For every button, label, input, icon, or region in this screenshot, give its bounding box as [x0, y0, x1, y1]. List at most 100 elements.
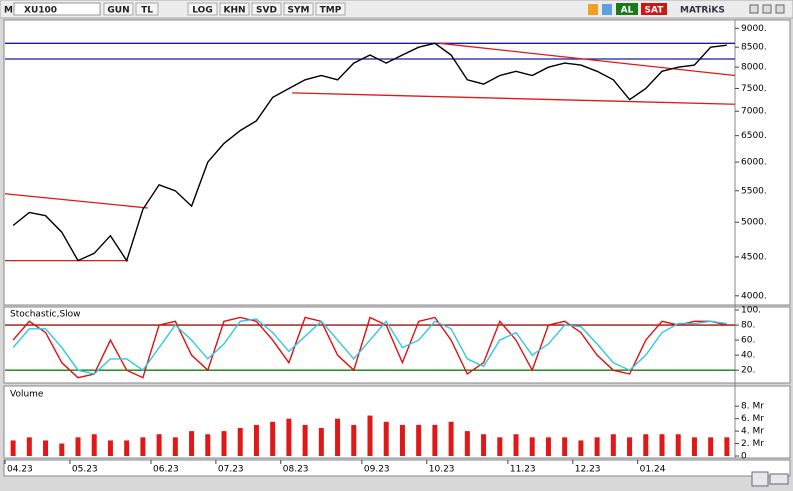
- toolbar-button[interactable]: [187, 2, 218, 16]
- toolbar-button-label[interactable]: KHN: [223, 6, 245, 16]
- volume-bar: [59, 443, 65, 456]
- x-tick-label: 11.23: [510, 465, 536, 475]
- symbol[interactable]: XU100: [24, 6, 57, 16]
- volume-bar: [189, 431, 195, 456]
- x-tick-label: 01.24: [640, 465, 666, 475]
- toolbar-button-label[interactable]: LOG: [192, 6, 212, 16]
- buy-button[interactable]: [616, 3, 638, 15]
- volume-bar: [610, 434, 616, 456]
- brand: MATRiKS: [680, 6, 725, 16]
- y-tick-label: 0: [741, 452, 747, 462]
- y-tick-label: 6. Mr: [741, 414, 764, 424]
- volume-bar: [432, 424, 438, 456]
- y-tick-label: 7500.: [741, 84, 767, 94]
- volume-panel: [3, 385, 791, 459]
- volume-bar: [643, 434, 649, 456]
- volume-bar: [367, 415, 373, 456]
- toolbar-button[interactable]: [251, 2, 282, 16]
- y-tick-label: 5000.: [741, 218, 767, 228]
- y-tick-label: 9000.: [741, 24, 767, 34]
- volume-bar: [43, 440, 49, 456]
- x-tick-label: 12.23: [575, 465, 601, 475]
- stoch-panel: [3, 306, 791, 384]
- menu-m[interactable]: M: [4, 6, 13, 16]
- x-tick-label: 05.23: [72, 465, 98, 475]
- volume-bar: [318, 428, 324, 456]
- x-tick-label: 06.23: [153, 465, 179, 475]
- volume-bar: [107, 440, 113, 456]
- volume-bar: [253, 424, 259, 456]
- toolbar-button[interactable]: [219, 2, 250, 16]
- x-tick-label: 04.23: [7, 465, 33, 475]
- volume-bar: [562, 437, 568, 456]
- volume-bar: [464, 431, 470, 456]
- volume-bar: [237, 428, 243, 456]
- sell-label[interactable]: SAT: [645, 6, 665, 16]
- volume-bar: [75, 437, 81, 456]
- volume-bar: [270, 421, 276, 456]
- volume-bar: [594, 437, 600, 456]
- volume-bar: [302, 424, 308, 456]
- volume-bar: [205, 434, 211, 456]
- y-tick-label: 80.: [741, 321, 755, 331]
- x-axis-bar: [3, 459, 791, 477]
- close-button[interactable]: [775, 4, 785, 14]
- y-tick-label: 4. Mr: [741, 427, 764, 437]
- y-tick-label: 8. Mr: [741, 402, 764, 412]
- volume-bar: [91, 434, 97, 456]
- icon[interactable]: [602, 4, 612, 15]
- volume-bar: [335, 418, 341, 456]
- scroll-icon[interactable]: [769, 473, 789, 485]
- max-button[interactable]: [762, 4, 772, 14]
- volume-bar: [26, 437, 32, 456]
- volume-bar: [399, 424, 405, 456]
- y-tick-label: 6500.: [741, 131, 767, 141]
- volume-bar: [545, 437, 551, 456]
- y-tick-label: 100.: [741, 306, 761, 316]
- volume-bar: [708, 437, 714, 456]
- y-tick-label: 8500.: [741, 43, 767, 53]
- sell-button[interactable]: [641, 3, 667, 15]
- toolbar-button[interactable]: [283, 2, 314, 16]
- toolbar-button[interactable]: [315, 2, 346, 16]
- trend-line: [292, 92, 736, 105]
- y-tick-label: 2. Mr: [741, 439, 764, 449]
- volume-bar: [659, 434, 665, 456]
- volume-bar: [724, 437, 730, 456]
- volume-bar: [156, 434, 162, 456]
- data-line: [12, 316, 728, 379]
- settings-icon[interactable]: [751, 471, 769, 487]
- toolbar-button[interactable]: [103, 2, 134, 16]
- y-tick-label: 7000.: [741, 107, 767, 117]
- volume-bar: [497, 437, 503, 456]
- toolbar-button-label[interactable]: SVD: [256, 6, 277, 16]
- y-tick-label: 6000.: [741, 158, 767, 168]
- symbol-box[interactable]: [13, 2, 101, 16]
- refresh-icon[interactable]: [588, 4, 598, 15]
- stoch-title: Stochastic,Slow: [10, 310, 81, 320]
- y-tick-label: 4000.: [741, 291, 767, 301]
- volume-title: Volume: [10, 390, 44, 400]
- volume-bar: [691, 437, 697, 456]
- x-tick-label: 08.23: [283, 465, 309, 475]
- data-line: [12, 42, 727, 263]
- min-button[interactable]: [749, 4, 759, 14]
- toolbar-button-label[interactable]: TL: [141, 6, 153, 16]
- toolbar-button-label[interactable]: GUN: [107, 6, 129, 16]
- toolbar-button-label[interactable]: TMP: [320, 6, 342, 16]
- trend-line: [4, 193, 148, 209]
- data-line: [12, 318, 727, 375]
- y-tick-label: 5500.: [741, 186, 767, 196]
- y-tick-label: 20.: [741, 366, 755, 376]
- x-tick-label: 10.23: [429, 465, 455, 475]
- toolbar-button[interactable]: [135, 2, 159, 16]
- volume-bar: [286, 418, 292, 456]
- buy-label[interactable]: AL: [621, 6, 634, 16]
- volume-bar: [351, 424, 357, 456]
- price-panel: [3, 19, 791, 306]
- volume-bar: [513, 434, 519, 456]
- volume-bar: [448, 421, 454, 456]
- toolbar-button-label[interactable]: SYM: [288, 6, 310, 16]
- y-tick-label: 4500.: [741, 252, 767, 262]
